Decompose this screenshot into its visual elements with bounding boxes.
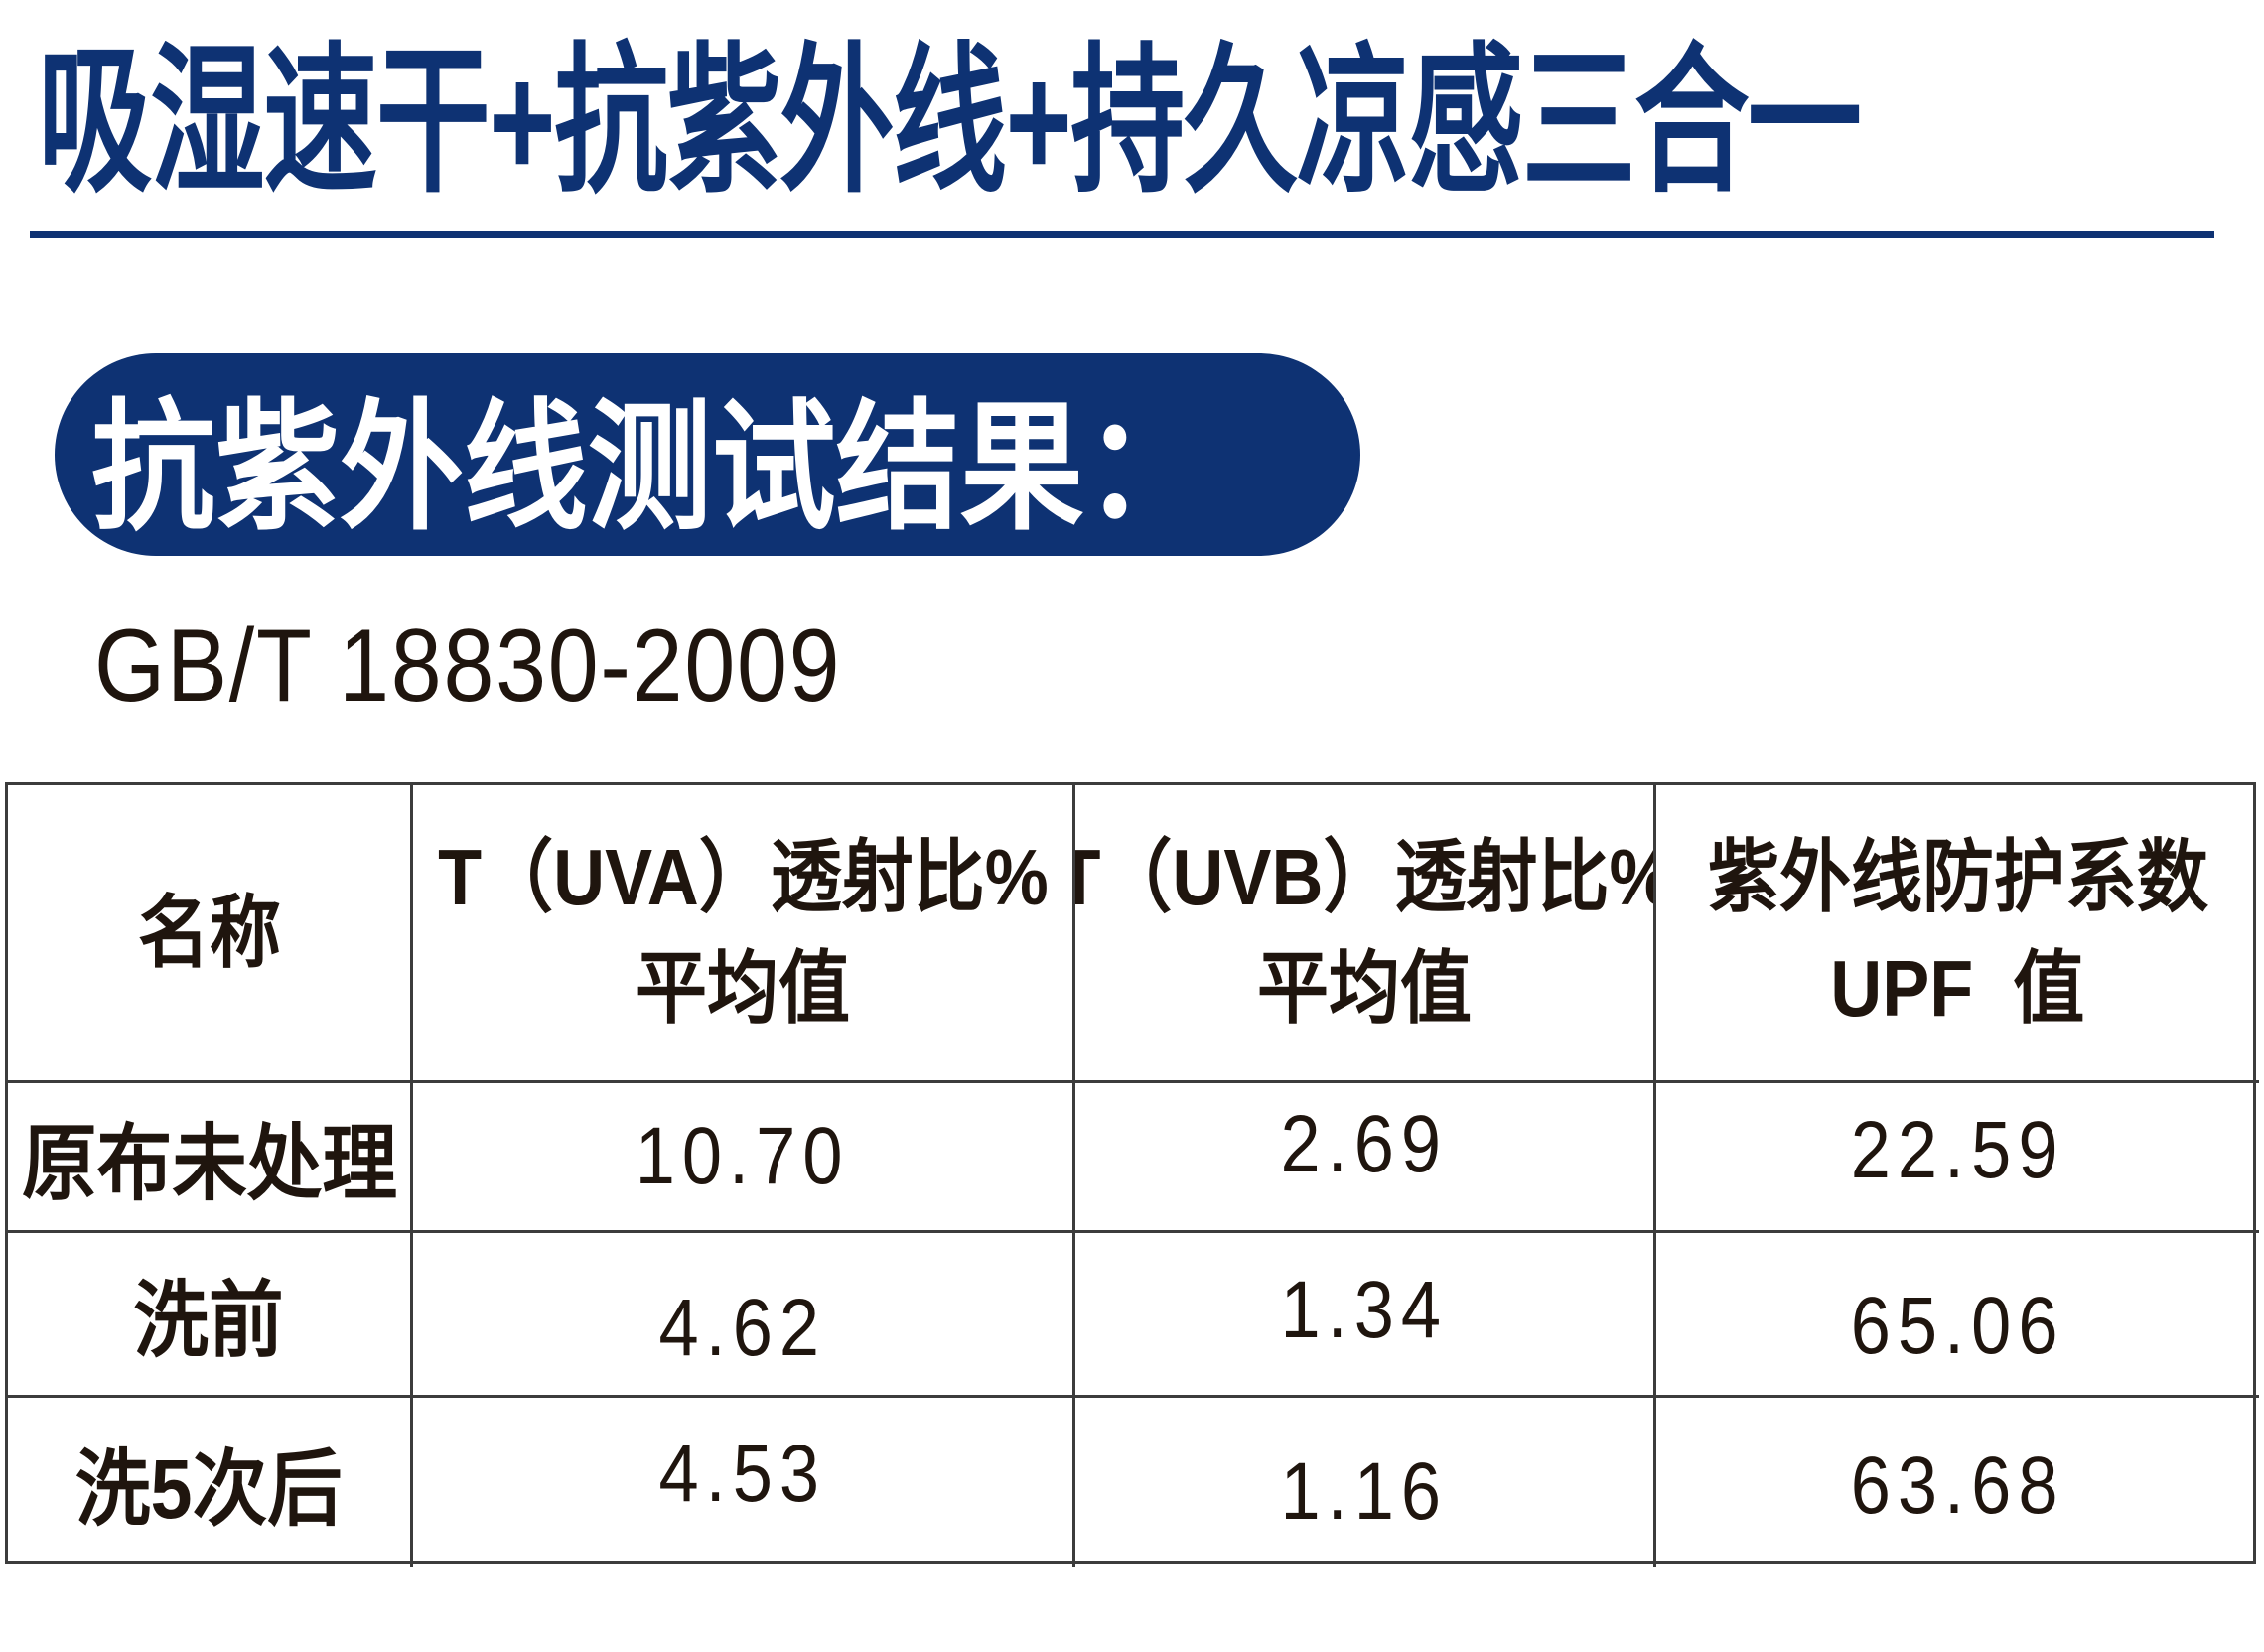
row-1-name: 洗前 [133, 1274, 285, 1367]
row-2-upf-value: 63.68 [1850, 1441, 2065, 1531]
row-1-uvb-cell: 1.34 [1075, 1233, 1656, 1398]
col-header-upf-line2: UPF 值 [1830, 943, 2085, 1032]
row-2-uva-value: 4.53 [658, 1429, 827, 1519]
row-0-name: 原布未处理 [21, 1116, 397, 1210]
row-2-upf-cell: 63.68 [1656, 1398, 2259, 1567]
row-1-uva-cell: 4.62 [413, 1233, 1075, 1398]
col-header-uvb-line2: 平均值 [1257, 943, 1472, 1032]
row-0-upf-value: 22.59 [1850, 1105, 2065, 1195]
row-0-uvb-value: 2.69 [1280, 1099, 1449, 1189]
results-table: 名称 T（UVA）透射比% 平均值 T（UVB）透射比% 平均值 紫外线防护系数… [5, 782, 2259, 1567]
row-1-name-cell: 洗前 [8, 1233, 413, 1398]
row-2-uva-cell: 4.53 [413, 1398, 1075, 1567]
col-header-name: 名称 [8, 785, 413, 1083]
col-header-uvb-line1: T（UVB）透射比% [1075, 832, 1656, 921]
row-0-uvb-cell: 2.69 [1075, 1083, 1656, 1233]
row-2-uvb-value: 1.16 [1280, 1446, 1449, 1537]
col-header-name-label: 名称 [137, 888, 281, 977]
col-header-uva-line1: T（UVA）透射比% [437, 832, 1049, 921]
row-2-name-cell: 洗5次后 [8, 1398, 413, 1567]
row-1-upf-cell: 65.06 [1656, 1233, 2259, 1398]
result-badge: 抗紫外线测试结果： [55, 353, 1360, 556]
row-0-name-cell: 原布未处理 [8, 1083, 413, 1233]
row-0-uva-value: 10.70 [636, 1111, 850, 1201]
standard-label: GB/T 18830-2009 [94, 609, 842, 724]
row-1-uva-value: 4.62 [658, 1282, 827, 1373]
page-title: 吸湿速干+抗紫外线+持久凉感三合一 [38, 32, 1862, 211]
title-divider [30, 231, 2214, 238]
badge-label: 抗紫外线测试结果： [90, 389, 1208, 547]
row-0-uva-cell: 10.70 [413, 1083, 1075, 1233]
col-header-uva: T（UVA）透射比% 平均值 [413, 785, 1075, 1083]
row-0-upf-cell: 22.59 [1656, 1083, 2259, 1233]
col-header-uva-line2: 平均值 [636, 943, 850, 1032]
col-header-upf-line1: 紫外线防护系数 [1707, 832, 2208, 921]
row-2-name: 洗5次后 [75, 1442, 343, 1536]
col-header-uvb: T（UVB）透射比% 平均值 [1075, 785, 1656, 1083]
row-1-upf-value: 65.06 [1850, 1280, 2065, 1371]
col-header-upf: 紫外线防护系数 UPF 值 [1656, 785, 2259, 1083]
row-2-uvb-cell: 1.16 [1075, 1398, 1656, 1567]
row-1-uvb-value: 1.34 [1280, 1264, 1449, 1355]
